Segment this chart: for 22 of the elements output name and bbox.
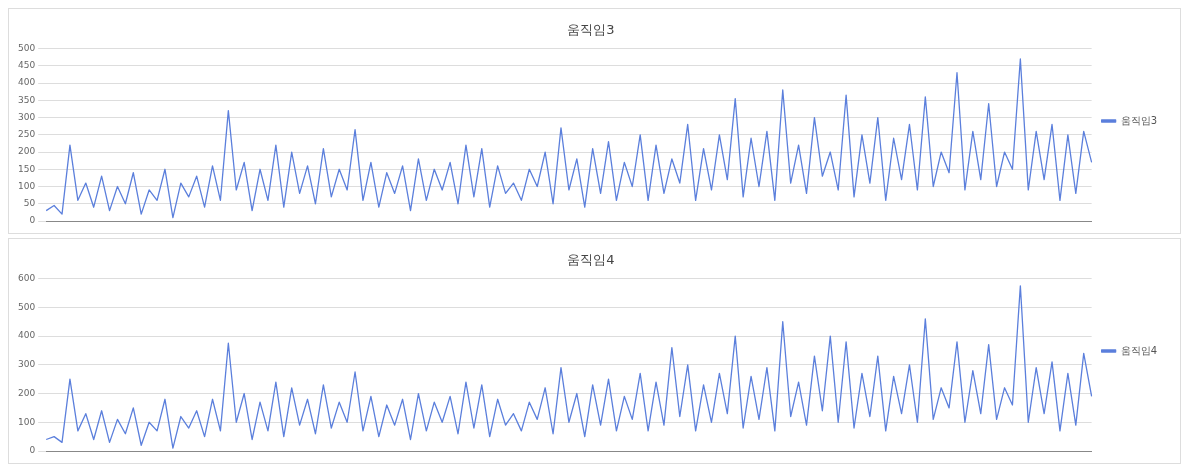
y-tick-label: 0 — [29, 445, 36, 456]
y-tick-label: 500 — [17, 42, 36, 53]
y-tick-label: 300 — [17, 359, 36, 370]
chart-title: 움직임4 — [567, 252, 615, 268]
y-tick-label: 150 — [17, 163, 36, 174]
chart-title: 움직임3 — [567, 22, 615, 38]
y-tick-label: 500 — [17, 301, 36, 312]
y-tick-label: 350 — [17, 94, 36, 105]
y-tick-label: 250 — [17, 129, 36, 140]
y-tick-label: 600 — [17, 272, 36, 283]
y-tick-label: 50 — [23, 198, 36, 209]
y-tick-label: 400 — [17, 330, 36, 341]
y-tick-label: 300 — [17, 111, 36, 122]
y-tick-label: 100 — [17, 180, 36, 191]
y-tick-label: 100 — [17, 416, 36, 427]
y-tick-label: 200 — [17, 146, 36, 157]
legend-label: 움직임4 — [1120, 344, 1158, 356]
legend-label: 움직임3 — [1120, 114, 1158, 126]
y-tick-label: 400 — [17, 77, 36, 88]
y-tick-label: 450 — [17, 60, 36, 71]
y-tick-label: 200 — [17, 387, 36, 398]
y-tick-label: 0 — [29, 215, 36, 226]
